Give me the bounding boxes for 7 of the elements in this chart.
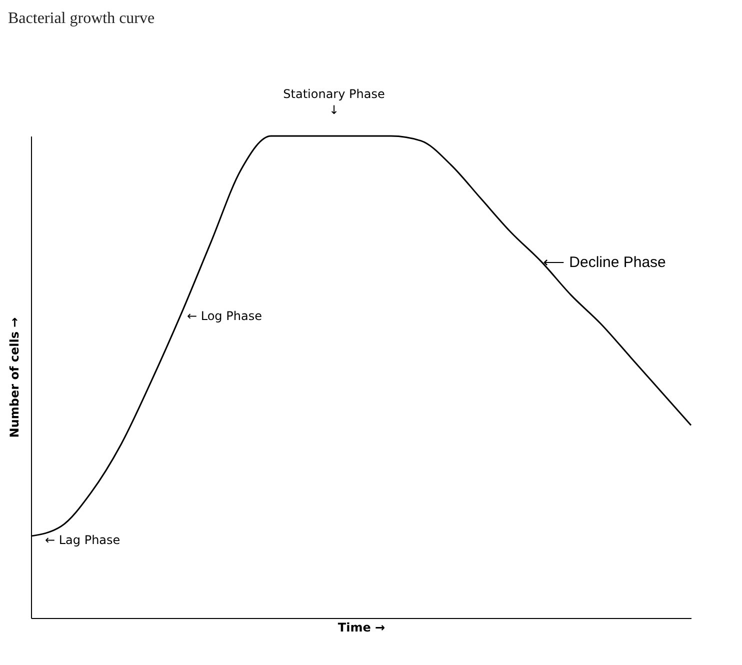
- annotation: ⟵ Decline Phase: [543, 254, 666, 271]
- y-axis-title: Number of cells →: [8, 317, 22, 438]
- text: Stationary Phase ↓: [283, 87, 385, 117]
- chart-title: Bacterial growth curve: [8, 10, 155, 27]
- x-axis-title: Time →: [338, 620, 386, 634]
- annotation: ← Log Phase: [187, 309, 262, 323]
- annotation: ← Lag Phase: [45, 533, 120, 547]
